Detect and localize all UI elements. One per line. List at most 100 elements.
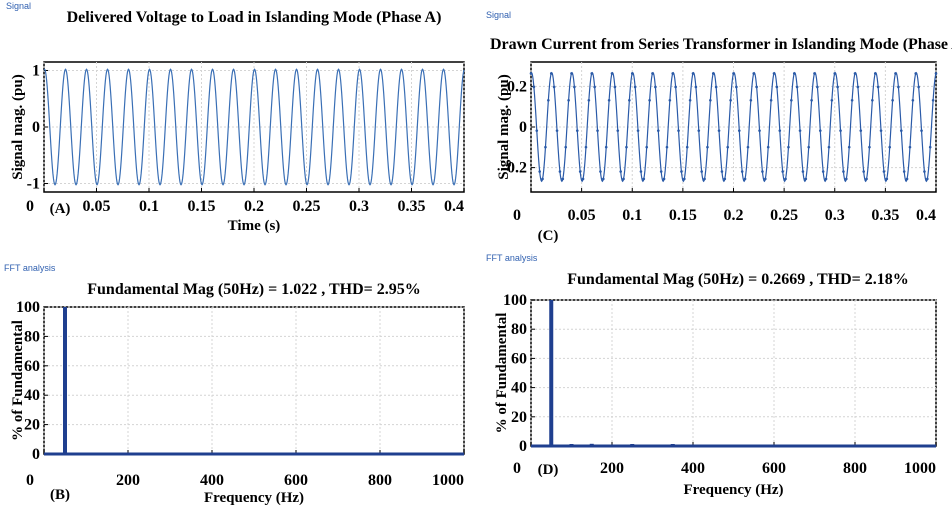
data-point [651,72,654,75]
data-point [879,129,883,132]
y-tick-label: -0.2 [502,160,527,177]
data-point [749,98,753,102]
data-point [836,85,839,89]
series-line [43,68,465,186]
x-tick-label: 0.35 [398,198,426,215]
chart-title: Drawn Current from Series Transformer in… [490,36,952,53]
chart-c: Signal Drawn Current from Series Transfor… [486,10,952,244]
x-tick-label: 0.4 [916,207,936,224]
data-point [685,145,689,149]
chart-title: Delivered Voltage to Load in Islanding M… [67,9,442,26]
data-point [897,85,900,89]
data-point [740,170,744,173]
data-point [558,170,562,173]
data-point [570,72,573,75]
data-point [787,145,790,149]
y-axis-label: % of Fundamental [494,313,510,434]
data-point [706,145,709,149]
data-point [619,170,622,173]
data-point [575,129,579,132]
window-tag: FFT analysis [486,253,538,263]
x-tick-label: 0.35 [871,207,899,224]
data-point [613,85,617,89]
data-point [581,177,585,181]
x-tick-label: 0 [26,472,34,489]
data-point [853,72,857,75]
data-point [735,85,738,89]
data-point [532,85,536,89]
x-axis-label: Frequency (Hz) [204,490,304,506]
data-point [656,129,660,132]
window-tag: FFT analysis [4,263,56,273]
y-tick-label: 0 [519,119,527,136]
window-tag: Signal [486,10,511,20]
data-point [607,98,611,102]
y-tick-label: 0 [519,438,527,455]
data-point [593,85,596,89]
x-axis-label: Frequency (Hz) [683,482,783,498]
y-tick-label: -1 [27,176,40,193]
data-point [703,177,706,181]
window-tag: Signal [6,1,31,11]
data-point [674,85,677,89]
x-tick-label: 1000 [432,472,464,489]
data-point [810,98,813,102]
data-point [931,98,935,102]
y-tick-label: 80 [24,328,40,345]
panel-label: (B) [50,487,70,503]
panel-label: (D) [538,462,559,478]
x-tick-label: 800 [843,460,867,477]
data-point [821,170,825,173]
data-point [538,170,541,173]
data-point [842,170,845,173]
data-point [700,170,703,173]
data-point [769,98,773,102]
x-tick-label: 400 [681,460,705,477]
y-tick-label: 0 [32,446,40,463]
data-point [622,177,625,181]
y-tick-label: 40 [24,387,40,404]
y-tick-label: 100 [503,292,527,309]
data-point [654,85,657,89]
x-tick-label: 0.2 [244,198,264,215]
data-point [697,129,701,132]
data-point [882,170,886,173]
data-point [902,170,906,173]
y-tick-label: 80 [511,321,527,338]
panel-label: (C) [538,228,559,244]
data-point [714,85,718,89]
data-point [587,98,591,102]
x-tick-label: 400 [200,472,224,489]
data-point [920,129,923,132]
data-point [599,170,602,173]
data-point [694,85,698,89]
x-tick-label: 0 [26,198,34,215]
y-axis-label: % of Fundamental [10,320,26,441]
x-tick-label: 0.1 [622,207,642,224]
data-point [549,72,553,75]
data-point [859,129,863,132]
data-point [792,72,796,75]
x-tick-label: 0.4 [444,198,464,215]
chart-title: Fundamental Mag (50Hz) = 0.2669 , THD= 2… [567,271,909,288]
data-point [610,72,614,75]
x-tick-label: 200 [600,460,624,477]
bar [63,307,67,454]
data-point [868,145,871,149]
y-tick-label: 20 [511,409,527,426]
y-tick-label: 40 [511,380,527,397]
bar [670,444,675,446]
data-point [914,72,918,75]
data-point [934,72,938,75]
data-point [547,98,550,102]
data-point [541,177,544,181]
data-point [761,170,764,173]
data-point [891,98,894,102]
data-point [662,177,666,181]
data-point [790,98,793,102]
data-point [625,145,628,149]
data-point [668,98,672,102]
data-point [746,145,750,149]
x-tick-label: 600 [762,460,786,477]
data-point [772,72,776,75]
